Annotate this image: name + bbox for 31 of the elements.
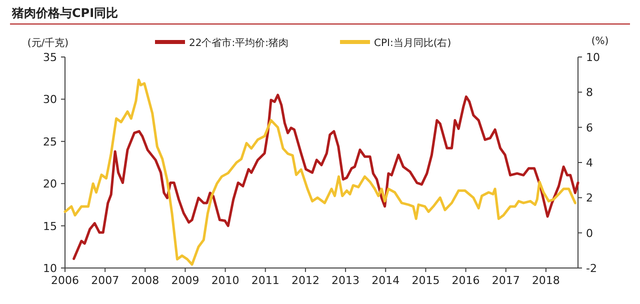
x-tick-label: 2014	[372, 274, 400, 287]
x-tick-label: 2015	[412, 274, 440, 287]
x-tick-label: 2007	[91, 274, 120, 287]
y2-tick-label: 0	[586, 226, 593, 240]
x-tick-label: 2018	[532, 274, 560, 287]
x-tick-label: 2017	[492, 274, 520, 287]
legend-label: CPI:当月同比(右)	[374, 37, 452, 49]
y-tick-label: 35	[43, 51, 57, 64]
x-tick-label: 2013	[332, 274, 360, 287]
y-tick-label: 25	[43, 135, 57, 148]
chart-title: 猪肉价格与CPI同比	[11, 6, 118, 20]
y-tick-label: 10	[43, 262, 57, 275]
y-tick-label: 15	[43, 220, 57, 233]
x-tick-label: 2009	[171, 274, 200, 287]
y2-tick-label: -2	[586, 262, 597, 275]
legend-label: 22个省市:平均价:猪肉	[189, 37, 288, 49]
y-axis-title: (元/千克)	[27, 37, 69, 49]
x-tick-label: 2006	[51, 274, 79, 287]
y2-tick-label: 8	[586, 86, 593, 100]
y2-tick-label: 10	[586, 51, 600, 64]
x-tick-label: 2010	[211, 274, 240, 287]
y2-tick-label: 4	[586, 156, 593, 170]
y2-tick-label: 2	[586, 192, 593, 205]
y-tick-label: 30	[43, 93, 57, 106]
x-tick-label: 2011	[251, 274, 280, 287]
x-tick-label: 2012	[291, 274, 320, 287]
y2-axis-title: (%)	[591, 36, 609, 47]
y2-tick-label: 6	[586, 121, 593, 134]
x-tick-label: 2008	[131, 274, 160, 287]
y-tick-label: 20	[43, 178, 57, 191]
x-tick-label: 2016	[452, 274, 480, 287]
